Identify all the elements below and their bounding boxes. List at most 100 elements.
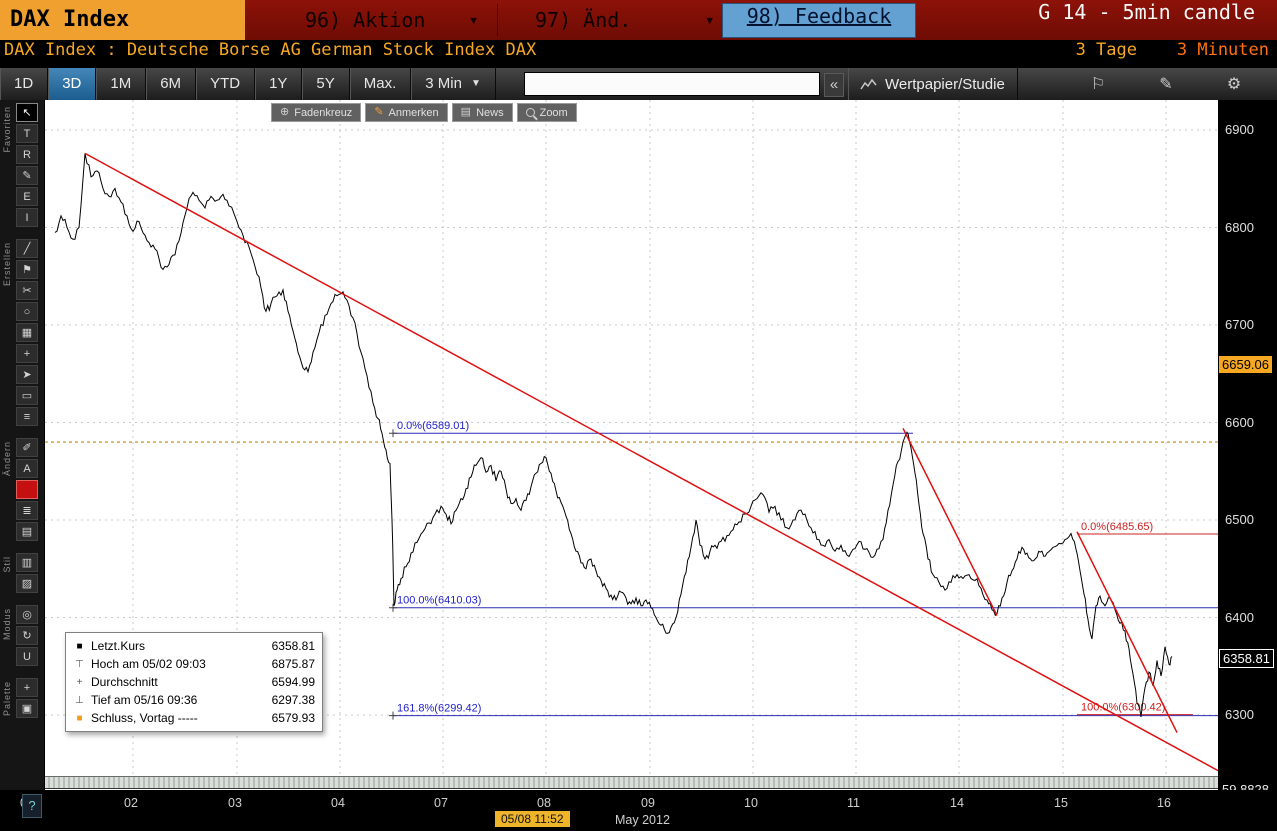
prev-close-marker-icon: ■ <box>76 712 83 724</box>
chart-legend[interactable]: ■ Letzt.Kurs 6358.81 ⊤ Hoch am 05/02 09:03 68… <box>65 632 323 732</box>
legend-row: + Durchschnitt 6594.99 <box>73 673 315 691</box>
crosshair-icon: ⊕ <box>280 106 290 118</box>
legend-label: Durchschnitt <box>91 675 158 689</box>
legend-label: Tief am 05/16 09:36 <box>91 693 198 707</box>
color-swatch-red[interactable]: ■ <box>16 480 38 499</box>
news-button-label: News <box>476 106 504 119</box>
zoom-icon <box>525 108 535 117</box>
annotation-text-tool[interactable]: A <box>16 459 38 478</box>
tool-group-label: Ändern <box>2 441 12 477</box>
add-palette-tool[interactable]: + <box>16 678 38 697</box>
range-button-1d[interactable]: 1D <box>0 68 49 100</box>
range-button-6m[interactable]: 6M <box>146 68 197 100</box>
legend-row: ■ Letzt.Kurs 6358.81 <box>73 637 315 655</box>
fib-label: 0.0%(6589.01) <box>397 420 469 432</box>
range-button-3d[interactable]: 3D <box>48 68 97 100</box>
tool-group-label: Favoriten <box>2 106 12 153</box>
crosshair-tool[interactable]: + <box>16 344 38 363</box>
month-label: May 2012 <box>615 813 670 827</box>
x-label: 08 <box>537 796 551 810</box>
table-tool[interactable]: ▦ <box>16 323 38 342</box>
magnet-mode-tool[interactable]: U <box>16 647 38 666</box>
range-button-1y[interactable]: 1Y <box>255 68 303 100</box>
chevron-down-icon: ▼ <box>706 13 713 27</box>
y-label: 6500 <box>1225 512 1254 527</box>
range-selector: 1D 3D 1M 6M YTD 1Y 5Y Max. 3 Min ▼ <box>0 68 496 100</box>
menu-aktion[interactable]: 96) Aktion ▼ <box>305 0 477 40</box>
study-button[interactable]: Wertpapier/Studie <box>848 68 1018 100</box>
event-tool[interactable]: E <box>16 187 38 206</box>
pointer-tool[interactable]: ➤ <box>16 365 38 384</box>
crosshair-button[interactable]: ⊕ Fadenkreuz <box>271 103 362 122</box>
tool-group-erstellen: Erstellen ╱ ⚑ ✂ ○ ▦ + ➤ ▭ ≡ <box>0 239 44 426</box>
x-label: 07 <box>434 796 448 810</box>
price-axis[interactable]: 6900 6800 6700 6600 6500 6400 6300 6659.06 6358.… <box>1218 100 1277 831</box>
tool-group-label: Modus <box>2 608 12 641</box>
chart-panel[interactable]: 0.0%(6589.01) 100.0%(6410.03) 161.8%(6299.… <box>45 100 1218 790</box>
interval-dropdown[interactable]: 3 Min ▼ <box>411 68 496 100</box>
y-label: 6300 <box>1225 707 1254 722</box>
fib-label: 161.8%(6299.42) <box>397 703 481 715</box>
legend-value: 6594.99 <box>271 675 315 689</box>
average-marker-icon: + <box>76 676 83 688</box>
chart-annotate-icon[interactable]: ✎ <box>1159 76 1173 93</box>
range-button-5y[interactable]: 5Y <box>302 68 350 100</box>
range-button-max[interactable]: Max. <box>350 68 412 100</box>
range-buttons: 1D 3D 1M 6M YTD 1Y 5Y Max. <box>0 68 412 100</box>
ellipse-tool[interactable]: ○ <box>16 302 38 321</box>
x-label: 16 <box>1157 796 1171 810</box>
crosshair-price-badge: 6659.06 <box>1219 355 1272 373</box>
tool-group-favoriten: Favoriten ↖ T R ✎ E I <box>0 103 44 227</box>
legend-label: Letzt.Kurs <box>91 639 146 653</box>
x-label: 02 <box>124 796 138 810</box>
flag-tool[interactable]: ⚑ <box>16 260 38 279</box>
annotate-button[interactable]: ✎ Anmerken <box>365 103 448 122</box>
news-button[interactable]: ▤ News <box>451 103 513 122</box>
last-price-badge: 6358.81 <box>1219 648 1274 668</box>
region-tool[interactable]: R <box>16 145 38 164</box>
menu-aenderung[interactable]: 97) Änd. ▼ <box>535 0 713 40</box>
zoom-button[interactable]: Zoom <box>516 103 577 122</box>
y-label: 6900 <box>1225 122 1254 137</box>
news-icon: ▤ <box>460 106 472 118</box>
feedback-button[interactable]: 98) Feedback <box>722 3 916 38</box>
security-description-bar: DAX Index : Deutsche Borse AG German Sto… <box>0 40 1277 68</box>
chevron-down-icon: ▼ <box>470 78 481 89</box>
range-button-ytd[interactable]: YTD <box>196 68 256 100</box>
cursor-tool[interactable]: ↖ <box>16 103 38 122</box>
layers-tool[interactable]: ≡ <box>16 407 38 426</box>
panel-style-tool[interactable]: ▥ <box>16 553 38 572</box>
line-style-tool[interactable]: ≣ <box>16 501 38 520</box>
rotate-mode-tool[interactable]: ↻ <box>16 626 38 645</box>
trendline-tool[interactable]: ╱ <box>16 239 38 258</box>
tool-group-label: Palette <box>2 681 12 717</box>
edit-tool[interactable]: ✐ <box>16 438 38 457</box>
target-mode-tool[interactable]: ◎ <box>16 605 38 624</box>
fill-style-tool[interactable]: ▤ <box>16 522 38 541</box>
time-badge: 05/08 11:52 <box>495 811 570 827</box>
trend-line-2[interactable] <box>902 428 998 616</box>
trend-line-1[interactable] <box>84 152 1218 772</box>
pencil-tool[interactable]: ✎ <box>16 166 38 185</box>
last-price-marker-icon: ■ <box>76 640 83 652</box>
trend-line-3[interactable] <box>1076 531 1178 733</box>
help-button[interactable]: ? <box>22 794 42 818</box>
command-line-input[interactable] <box>524 72 820 96</box>
legend-value: 6875.87 <box>271 657 315 671</box>
pennant-icon[interactable]: ⚐ <box>1090 76 1106 93</box>
y-label: 6400 <box>1225 609 1254 625</box>
range-button-1m[interactable]: 1M <box>96 68 147 100</box>
text-tool[interactable]: T <box>16 124 38 143</box>
price-chart-canvas[interactable]: 0.0%(6589.01) 100.0%(6410.03) 161.8%(6299.… <box>45 100 1218 790</box>
collapse-button[interactable]: « <box>824 73 844 97</box>
hatch-style-tool[interactable]: ▨ <box>16 574 38 593</box>
menu-divider <box>497 4 498 36</box>
swatch-tool[interactable]: ▣ <box>16 699 38 718</box>
interval-tool[interactable]: I <box>16 208 38 227</box>
chart-scroll-strip[interactable] <box>45 776 1218 789</box>
eraser-tool[interactable]: ▭ <box>16 386 38 405</box>
scissors-tool[interactable]: ✂ <box>16 281 38 300</box>
security-description: DAX Index : Deutsche Borse AG German Sto… <box>4 40 537 60</box>
settings-gear-icon[interactable]: ⚙ <box>1226 76 1242 93</box>
